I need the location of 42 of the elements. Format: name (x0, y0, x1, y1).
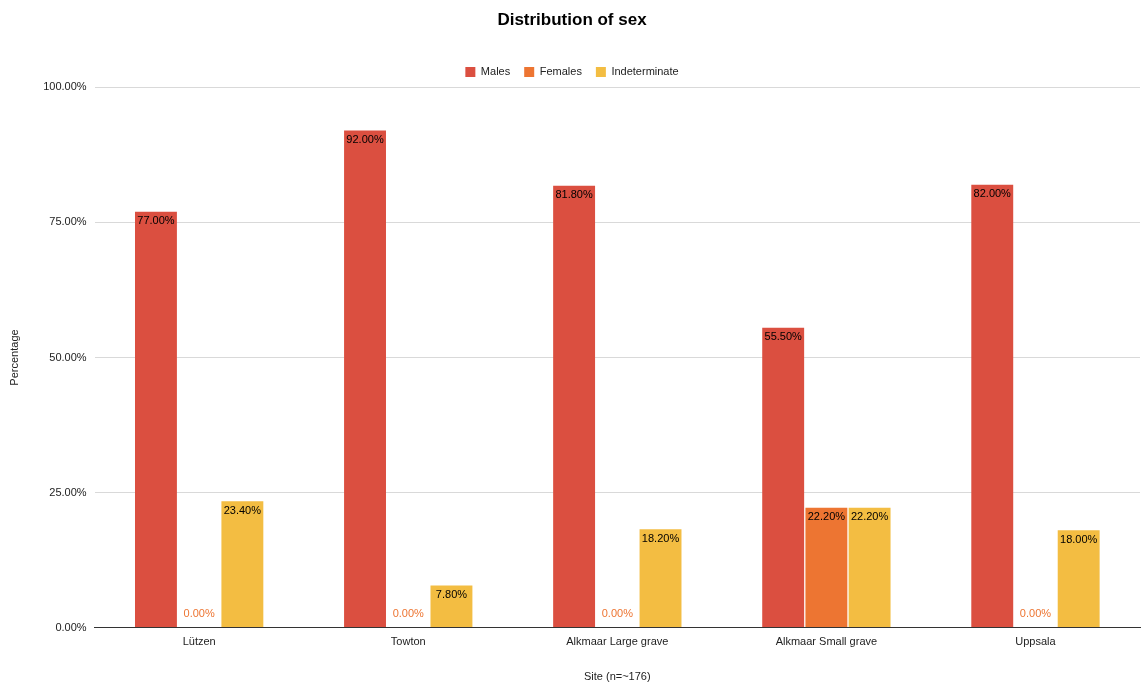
y-tick-label: 0.00% (55, 620, 87, 633)
bar (553, 185, 596, 628)
legend-label: Males (480, 64, 511, 77)
data-label: 0.00% (601, 607, 634, 620)
y-tick-label: 100.00% (43, 80, 87, 93)
data-label: 22.20% (807, 510, 846, 523)
bar (344, 130, 386, 628)
bar (430, 585, 473, 628)
data-label: 55.50% (764, 330, 803, 343)
bar (762, 327, 805, 628)
data-label: 18.20% (641, 531, 680, 544)
data-label: 81.80% (555, 188, 593, 201)
data-label: 23.40% (223, 503, 262, 516)
data-label: 92.00% (346, 133, 384, 146)
chart-title: Distribution of sex (497, 9, 648, 29)
data-label: 0.00% (183, 607, 215, 620)
data-label: 77.00% (137, 214, 175, 227)
data-label: 0.00% (392, 607, 425, 620)
bar (1057, 530, 1100, 628)
x-axis-title: Site (n=~176) (583, 670, 651, 683)
data-label: 82.00% (973, 187, 1012, 200)
y-axis-title: Percentage (7, 329, 20, 386)
data-label: 22.20% (850, 510, 889, 523)
bar (135, 211, 177, 628)
data-label: 18.00% (1060, 532, 1098, 545)
x-tick-label: Alkmaar Small grave (775, 635, 878, 648)
bar (221, 501, 264, 628)
x-tick-label: Towton (390, 635, 426, 648)
data-label: 7.80% (435, 588, 468, 600)
bar (971, 184, 1014, 628)
bar (848, 507, 891, 628)
bar (639, 529, 682, 628)
y-tick-label: 50.00% (49, 350, 87, 363)
x-tick-label: Uppsala (1015, 635, 1057, 648)
bar (805, 507, 848, 628)
y-tick-label: 25.00% (49, 485, 87, 498)
x-tick-label: Alkmaar Large grave (566, 635, 669, 648)
legend-label: Females (539, 64, 583, 77)
legend-label: Indeterminate (611, 64, 679, 77)
data-label: 0.00% (1019, 607, 1052, 620)
y-tick-label: 75.00% (49, 215, 87, 228)
x-tick-label: Lützen (182, 635, 216, 648)
